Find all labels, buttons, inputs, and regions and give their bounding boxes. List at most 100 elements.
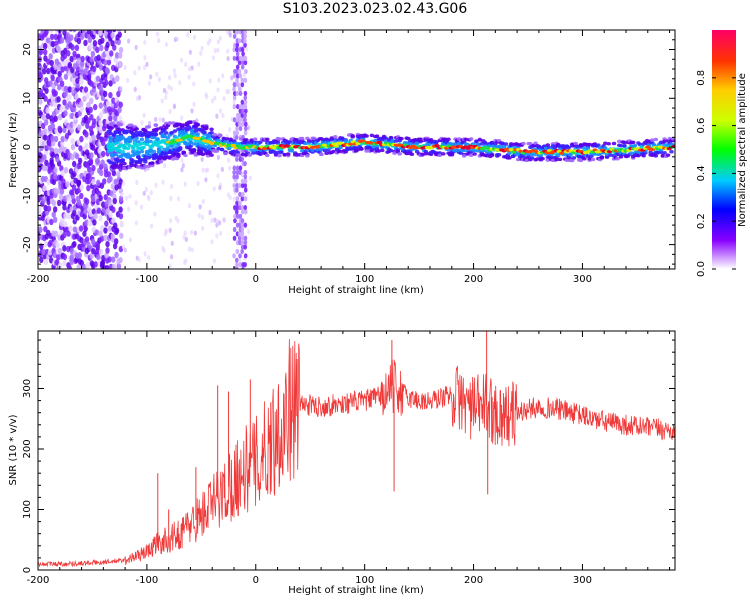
noise-column-cell (232, 226, 237, 233)
signal-cell (143, 128, 148, 133)
noise-speckle (244, 46, 249, 52)
signal-cell (662, 151, 667, 155)
signal-cell (115, 165, 120, 169)
signal-cell (108, 139, 113, 143)
noise-column-cell (238, 240, 242, 246)
noise-cell (50, 151, 56, 159)
noise-cell (89, 56, 94, 63)
noise-speckle (160, 98, 164, 104)
noise-cell (111, 217, 116, 224)
noise-column-cell (243, 33, 247, 39)
x-tick-label: 200 (464, 274, 483, 285)
noise-cell (107, 225, 113, 232)
y-tick-label: 100 (22, 500, 33, 519)
signal-cell (113, 130, 118, 134)
signal-cell (468, 137, 474, 141)
signal-cell (111, 166, 117, 170)
noise-column-cell (240, 231, 245, 237)
noise-cell (41, 68, 47, 75)
noise-cell (114, 52, 120, 59)
noise-speckle (158, 116, 162, 123)
signal-cell (475, 149, 481, 153)
noise-speckle (170, 240, 174, 246)
noise-cell (45, 37, 51, 44)
signal-cell (406, 136, 411, 141)
noise-cell (82, 230, 87, 237)
noise-column-cell (235, 73, 240, 79)
signal-cell (331, 149, 336, 154)
noise-column-cell (237, 235, 242, 241)
noise-cell (116, 263, 122, 269)
noise-cell (72, 106, 77, 113)
noise-column-cell (243, 182, 248, 189)
noise-cell (43, 225, 48, 233)
signal-cell (176, 152, 181, 157)
noise-cell (114, 227, 120, 234)
noise-cell (101, 150, 106, 158)
noise-speckle (157, 76, 161, 82)
noise-cell (58, 193, 64, 201)
noise-cell (43, 258, 49, 266)
noise-speckle (120, 191, 124, 198)
noise-cell (59, 105, 64, 113)
signal-cell (529, 156, 535, 160)
noise-cell (69, 34, 74, 41)
noise-column-cell (238, 73, 243, 79)
signal-cell (148, 139, 153, 144)
x-tick-label: 100 (355, 274, 374, 285)
snr-series (38, 331, 675, 568)
signal-cell (129, 123, 134, 128)
noise-cell (98, 119, 103, 127)
noise-cell (57, 70, 62, 78)
noise-speckle (147, 80, 152, 86)
noise-cell (79, 105, 85, 113)
noise-column-cell (240, 30, 245, 35)
noise-speckle (200, 45, 204, 52)
noise-speckle (201, 198, 205, 205)
noise-cell (98, 112, 104, 119)
x-tick-label: -100 (136, 575, 159, 586)
noise-cell (68, 30, 73, 32)
signal-cell (240, 152, 246, 157)
signal-cell (170, 121, 176, 125)
signal-cell (132, 152, 138, 156)
noise-cell (57, 247, 63, 255)
noise-cell (70, 143, 76, 151)
noise-column-cell (238, 165, 243, 171)
noise-speckle (135, 179, 139, 186)
noise-column-cell (235, 82, 240, 88)
snr-y-label: SNR (10 * v/v) (8, 414, 19, 485)
noise-column-cell (243, 262, 247, 268)
noise-speckle (173, 36, 177, 43)
noise-cell (108, 80, 113, 87)
signal-cell (137, 157, 143, 162)
noise-cell (76, 57, 81, 64)
noise-cell (105, 247, 110, 254)
noise-speckle (208, 78, 212, 84)
noise-speckle (183, 230, 187, 236)
noise-cell (112, 30, 117, 33)
noise-cell (67, 264, 72, 269)
noise-column-cell (240, 108, 245, 114)
noise-speckle (145, 61, 149, 68)
signal-cell (507, 156, 512, 160)
noise-speckle (187, 246, 192, 252)
signal-cell (383, 136, 389, 141)
y-tick-label: 10 (22, 92, 33, 105)
signal-cell (345, 147, 350, 151)
noise-column-cell (240, 99, 245, 105)
noise-speckle (143, 39, 147, 45)
noise-speckle (149, 74, 153, 80)
noise-speckle (169, 254, 174, 260)
noise-cell (60, 169, 66, 177)
signal-cell (512, 145, 517, 149)
signal-cell (571, 156, 577, 160)
noise-cell (83, 208, 88, 215)
noise-cell (108, 211, 113, 218)
signal-cell (191, 148, 197, 153)
noise-cell (43, 134, 48, 141)
signal-cell (653, 154, 659, 158)
signal-cell (376, 149, 382, 153)
noise-cell (69, 127, 75, 134)
noise-column-cell (238, 90, 243, 97)
